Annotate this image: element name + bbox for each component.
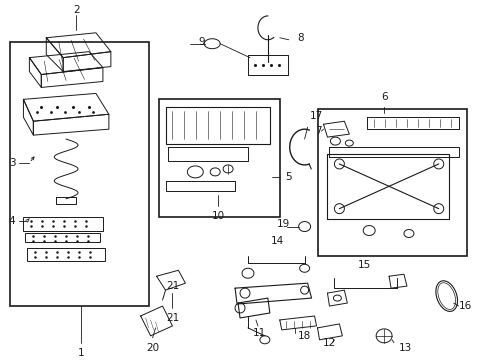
Text: 2: 2 [73, 5, 79, 15]
Bar [24, 217, 103, 230]
Text: 9: 9 [198, 37, 205, 47]
Text: 18: 18 [297, 331, 311, 341]
Text: 15: 15 [358, 260, 371, 270]
Bar [9, 42, 148, 306]
Text: 12: 12 [323, 338, 337, 348]
Text: 1: 1 [78, 348, 84, 358]
Bar [25, 233, 100, 242]
Text: 7: 7 [315, 126, 321, 136]
Text: 8: 8 [297, 33, 304, 43]
Bar [159, 99, 280, 217]
Bar [27, 248, 105, 261]
Text: 13: 13 [399, 343, 412, 353]
Text: 5: 5 [285, 172, 292, 182]
Bar [318, 109, 466, 256]
Text: 11: 11 [253, 328, 267, 338]
Text: 16: 16 [459, 301, 472, 311]
Text: 21: 21 [166, 313, 179, 323]
Text: 4: 4 [9, 216, 16, 226]
Text: 10: 10 [212, 211, 225, 221]
Text: 6: 6 [381, 93, 388, 102]
Text: 3: 3 [9, 158, 16, 168]
Text: 14: 14 [271, 237, 284, 246]
Text: 17: 17 [310, 111, 323, 121]
Text: 19: 19 [276, 219, 290, 229]
Text: 21: 21 [166, 281, 179, 291]
Text: 20: 20 [146, 343, 159, 353]
